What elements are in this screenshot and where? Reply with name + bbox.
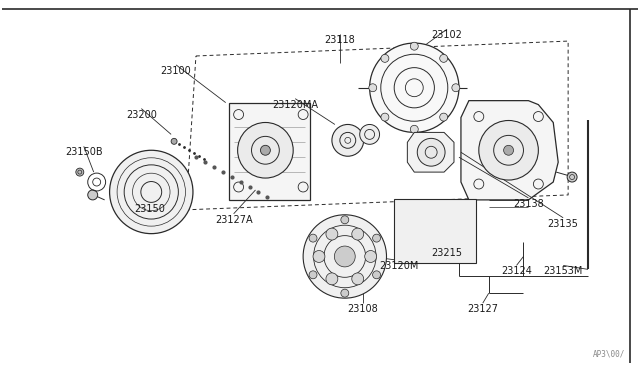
Text: 23120M: 23120M bbox=[380, 262, 419, 272]
Circle shape bbox=[309, 271, 317, 279]
Text: 23102: 23102 bbox=[431, 30, 463, 40]
Circle shape bbox=[372, 234, 381, 242]
Circle shape bbox=[352, 228, 364, 240]
Circle shape bbox=[365, 250, 376, 262]
Text: 23138: 23138 bbox=[513, 199, 544, 209]
Circle shape bbox=[504, 145, 513, 155]
Text: 23200: 23200 bbox=[126, 109, 157, 119]
Circle shape bbox=[417, 138, 445, 166]
Text: 23215: 23215 bbox=[431, 248, 463, 259]
Circle shape bbox=[360, 125, 380, 144]
Text: 23120MA: 23120MA bbox=[272, 100, 318, 110]
Circle shape bbox=[76, 168, 84, 176]
Circle shape bbox=[369, 84, 377, 92]
FancyBboxPatch shape bbox=[228, 103, 310, 200]
Text: 23127A: 23127A bbox=[215, 215, 252, 225]
Circle shape bbox=[326, 273, 338, 285]
Text: 23150: 23150 bbox=[134, 204, 164, 214]
Text: 23153M: 23153M bbox=[543, 266, 583, 276]
Circle shape bbox=[381, 54, 389, 62]
Bar bbox=[394, 199, 476, 263]
Text: AP3\00/: AP3\00/ bbox=[593, 350, 626, 359]
Circle shape bbox=[372, 271, 381, 279]
Circle shape bbox=[341, 289, 349, 297]
Circle shape bbox=[171, 138, 177, 144]
Text: 23100: 23100 bbox=[161, 66, 191, 76]
Circle shape bbox=[326, 228, 338, 240]
Circle shape bbox=[313, 250, 325, 262]
Polygon shape bbox=[461, 101, 558, 200]
Circle shape bbox=[309, 234, 317, 242]
Circle shape bbox=[440, 54, 447, 62]
Circle shape bbox=[410, 42, 419, 50]
Text: 23124: 23124 bbox=[501, 266, 532, 276]
Circle shape bbox=[237, 122, 293, 178]
Circle shape bbox=[260, 145, 270, 155]
Circle shape bbox=[88, 190, 98, 200]
Circle shape bbox=[109, 150, 193, 234]
Text: 23150B: 23150B bbox=[65, 147, 102, 157]
Circle shape bbox=[334, 246, 355, 267]
Circle shape bbox=[303, 215, 387, 298]
Circle shape bbox=[410, 125, 419, 133]
Circle shape bbox=[352, 273, 364, 285]
Circle shape bbox=[452, 84, 460, 92]
Circle shape bbox=[370, 43, 459, 132]
Circle shape bbox=[479, 121, 538, 180]
Polygon shape bbox=[407, 132, 454, 172]
Text: 23118: 23118 bbox=[324, 35, 355, 45]
Circle shape bbox=[440, 113, 447, 121]
Text: 23108: 23108 bbox=[348, 304, 378, 314]
Circle shape bbox=[381, 113, 389, 121]
Circle shape bbox=[332, 125, 364, 156]
Text: 23135: 23135 bbox=[548, 219, 579, 229]
Circle shape bbox=[567, 172, 577, 182]
Text: 23127: 23127 bbox=[467, 304, 499, 314]
Circle shape bbox=[341, 216, 349, 224]
